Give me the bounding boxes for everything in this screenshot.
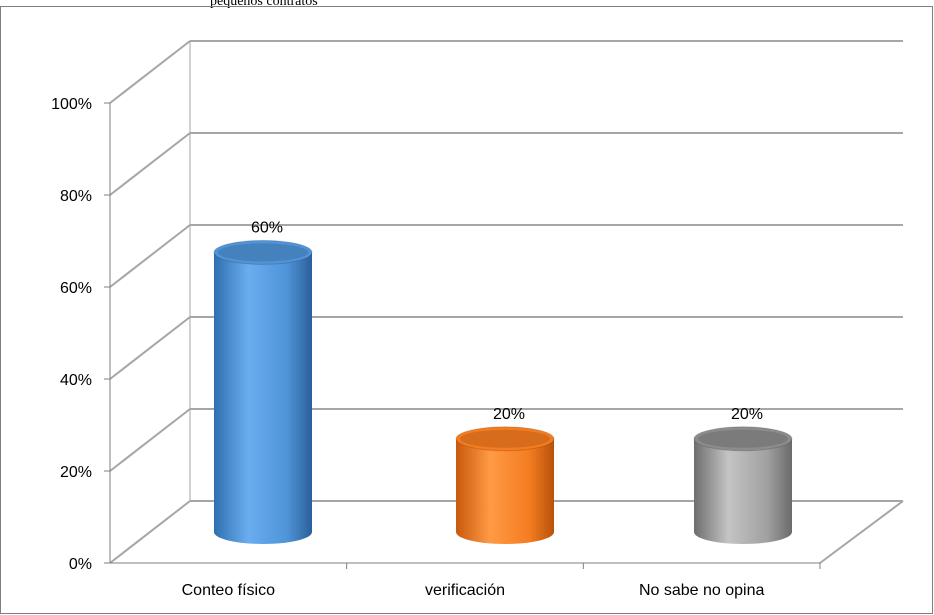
bar-body <box>456 438 554 544</box>
y-tick-label: 40% <box>60 372 92 389</box>
data-label: 60% <box>251 219 283 236</box>
chart-border <box>0 6 933 614</box>
bar-top <box>693 426 793 452</box>
y-tick-label: 80% <box>60 188 92 205</box>
data-labels: 60% 20% 20% <box>251 219 763 422</box>
y-tick-label: 100% <box>51 96 92 113</box>
bar-top <box>213 239 313 265</box>
bar-top-shade <box>217 243 309 262</box>
axes <box>104 102 821 569</box>
gridline-diagonal <box>109 132 191 196</box>
gridline-diagonal <box>109 408 191 472</box>
data-label: 20% <box>493 406 525 423</box>
data-label: 20% <box>731 406 763 423</box>
bar-2 <box>455 426 555 544</box>
x-tick-label: verificación <box>425 582 505 599</box>
gridline-diagonal <box>109 500 191 564</box>
bar-top-shade <box>697 429 789 448</box>
floor-right-edge <box>819 500 904 564</box>
y-axis-tick-labels: 0% 20% 40% 60% 80% 100% <box>51 96 92 573</box>
bars <box>213 239 793 544</box>
bar-body <box>694 438 792 544</box>
gridline-diagonal <box>109 40 191 104</box>
y-tick-label: 20% <box>60 464 92 481</box>
bar-1 <box>213 239 313 544</box>
bar-3 <box>693 426 793 544</box>
y-tick-label: 60% <box>60 280 92 297</box>
gridlines <box>109 40 904 564</box>
gridline-diagonal <box>109 224 191 288</box>
bar-top <box>455 426 555 452</box>
x-axis-category-labels: Conteo físico verificación No sabe no opin… <box>182 582 765 599</box>
bar-body <box>214 252 312 544</box>
x-tick-label: Conteo físico <box>182 582 275 599</box>
x-tick-label: No sabe no opina <box>639 582 765 599</box>
gridline-diagonal <box>109 316 191 380</box>
bar-top-shade <box>459 429 551 448</box>
cropped-caption-text: pequeños contratos <box>210 0 318 8</box>
y-tick-label: 0% <box>69 556 92 573</box>
